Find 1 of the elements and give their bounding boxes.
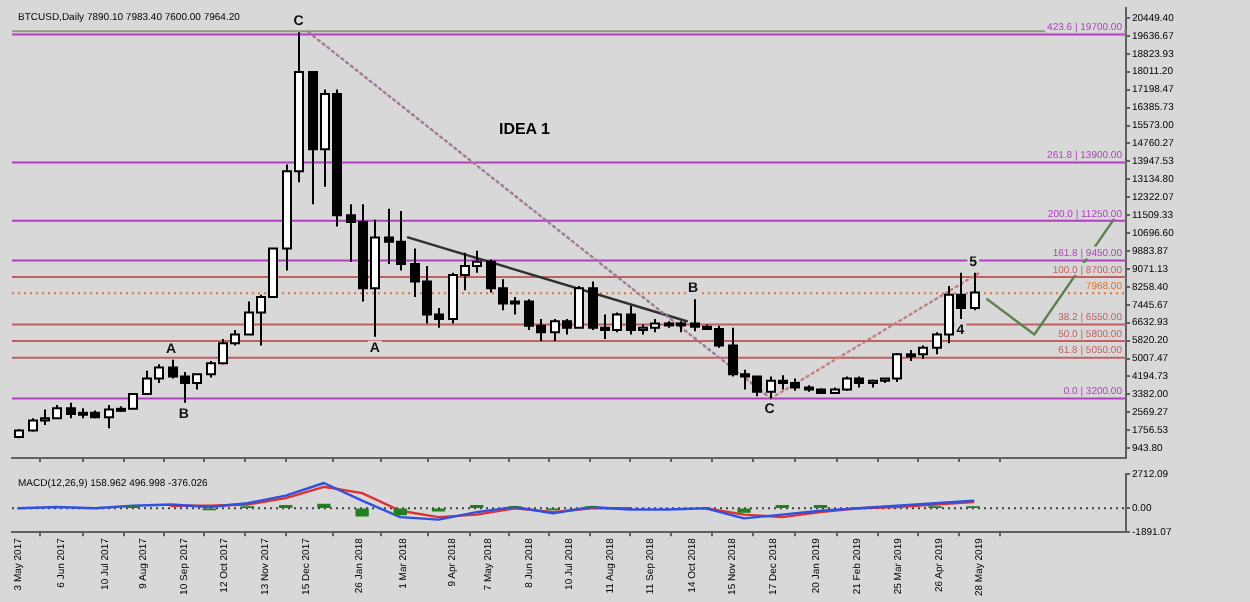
annotation: IDEA 1 bbox=[498, 119, 552, 138]
